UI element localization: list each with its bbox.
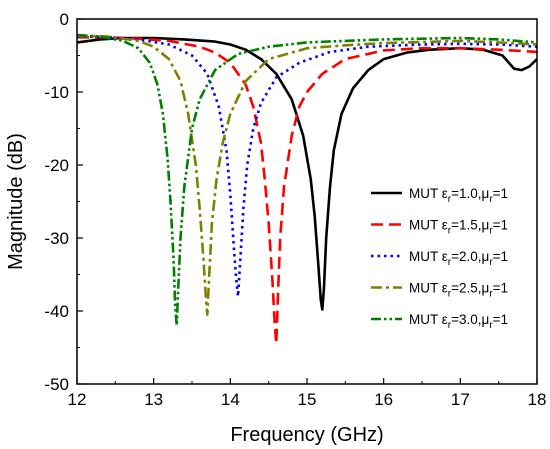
y-tick-label: 0	[60, 10, 69, 29]
axis-ticks	[76, 18, 538, 385]
y-tick-label: -50	[44, 375, 69, 394]
y-axis-title: Magnitude (dB)	[5, 133, 27, 270]
x-tick-label: 14	[221, 390, 240, 409]
legend-label-3: MUT εr=2.0,μr=1	[409, 249, 508, 268]
x-tick-label: 13	[144, 390, 163, 409]
y-tick-label: -30	[44, 229, 69, 248]
x-axis-title: Frequency (GHz)	[230, 424, 383, 446]
series-line-1	[77, 36, 537, 311]
series-layer	[77, 33, 537, 346]
y-tick-label: -10	[44, 83, 69, 102]
legend-label-4: MUT εr=2.5,μr=1	[409, 281, 508, 300]
x-tick-label: 17	[451, 390, 470, 409]
series-line-4	[77, 34, 537, 317]
legend-label-2: MUT εr=1.5,μr=1	[409, 218, 508, 237]
tick-labels: 12 13 14 15 16 17 18 0 -10 -20 -30 -40 -50	[44, 10, 546, 409]
legend-label-1: MUT εr=1.0,μr=1	[409, 186, 508, 205]
y-tick-label: -40	[44, 302, 69, 321]
x-tick-label: 12	[68, 390, 87, 409]
x-tick-label: 16	[374, 390, 393, 409]
x-tick-label: 15	[298, 390, 317, 409]
legend: MUT εr=1.0,μr=1 MUT εr=1.5,μr=1 MUT εr=2.0…	[371, 186, 508, 331]
series-line-5	[77, 33, 537, 327]
legend-label-5: MUT εr=3.0,μr=1	[409, 312, 508, 331]
x-tick-label: 18	[528, 390, 547, 409]
series-line-3	[77, 35, 537, 298]
series-line-2	[77, 35, 537, 346]
plot-frame	[76, 18, 538, 385]
y-tick-label: -20	[44, 156, 69, 175]
